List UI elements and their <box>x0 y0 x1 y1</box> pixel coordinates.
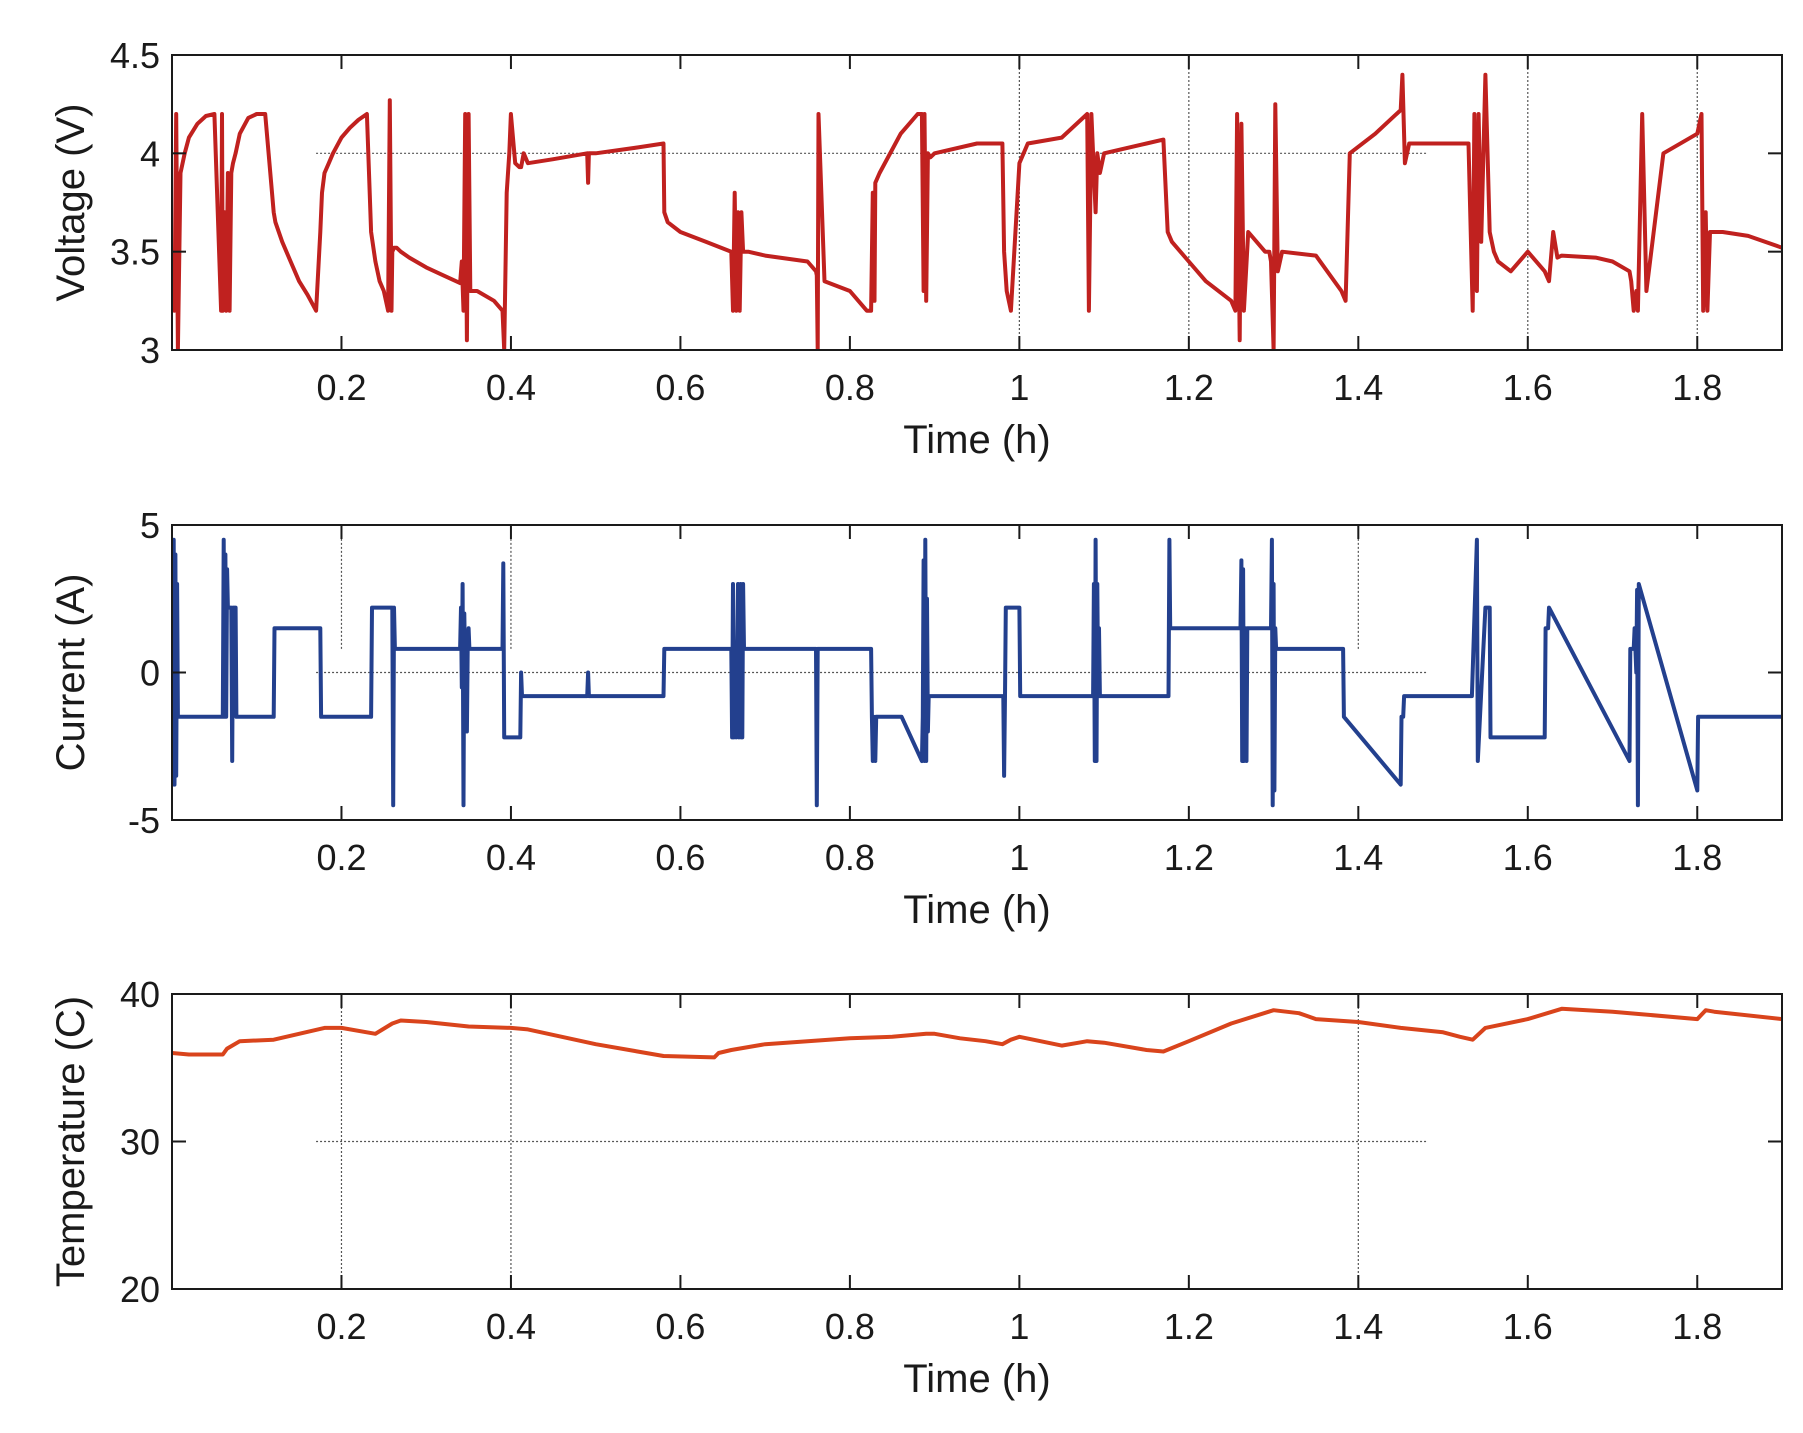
temperature-xtick-label: 0.8 <box>825 1306 875 1347</box>
voltage-ytick-label: 3.5 <box>110 232 160 273</box>
temperature-panel: 0.2 0.4 0.6 0.8 1 1.2 1.4 1.6 1.8 20 30 40 Time (h) T… <box>49 974 1783 1401</box>
voltage-panel: 0.2 0.4 0.6 0.8 1 1.2 1.4 1.6 1.8 3 3.5 4 4.5 Time (h… <box>49 35 1783 462</box>
temperature-xtick-label: 1.2 <box>1164 1306 1214 1347</box>
temperature-ytick-label: 20 <box>120 1269 160 1310</box>
temperature-xtick-label: 1 <box>1009 1306 1029 1347</box>
current-xlabel: Time (h) <box>903 888 1050 932</box>
temperature-xtick-label: 1.8 <box>1672 1306 1722 1347</box>
temperature-series-line <box>172 1006 1782 1060</box>
temperature-ytick-label: 40 <box>120 974 160 1015</box>
current-xtick-label: 1 <box>1009 837 1029 878</box>
voltage-xtick-label: 0.6 <box>655 367 705 408</box>
current-xtick-label: 0.2 <box>316 837 366 878</box>
current-xtick-label: 1.2 <box>1164 837 1214 878</box>
voltage-series-line <box>172 72 1782 350</box>
voltage-xtick-label: 1.8 <box>1672 367 1722 408</box>
current-series-line <box>172 537 1782 808</box>
temperature-xtick-label: 1.6 <box>1503 1306 1553 1347</box>
voltage-ylabel: Voltage (V) <box>49 104 93 302</box>
current-ytick-label: 0 <box>140 653 160 694</box>
voltage-xtick-label: 1.4 <box>1333 367 1383 408</box>
current-ylabel: Current (A) <box>49 574 93 772</box>
voltage-ytick-label: 4 <box>140 133 160 174</box>
temperature-xlabel: Time (h) <box>903 1357 1050 1401</box>
current-xtick-label: 1.8 <box>1672 837 1722 878</box>
current-xtick-label: 1.6 <box>1503 837 1553 878</box>
current-xtick-label: 0.8 <box>825 837 875 878</box>
voltage-xtick-label: 0.2 <box>316 367 366 408</box>
temperature-ylabel: Temperature (C) <box>49 996 93 1287</box>
voltage-ytick-label: 4.5 <box>110 35 160 76</box>
temperature-xtick-label: 0.2 <box>316 1306 366 1347</box>
voltage-xtick-label: 1.2 <box>1164 367 1214 408</box>
voltage-xtick-label: 1.6 <box>1503 367 1553 408</box>
temperature-xtick-label: 1.4 <box>1333 1306 1383 1347</box>
current-xtick-label: 0.6 <box>655 837 705 878</box>
voltage-ytick-label: 3 <box>140 330 160 371</box>
voltage-xtick-label: 1 <box>1009 367 1029 408</box>
voltage-xlabel: Time (h) <box>903 418 1050 462</box>
current-ytick-label: 5 <box>140 505 160 546</box>
current-xtick-label: 0.4 <box>486 837 536 878</box>
temperature-xtick-label: 0.6 <box>655 1306 705 1347</box>
current-xtick-label: 1.4 <box>1333 837 1383 878</box>
temperature-ytick-label: 30 <box>120 1122 160 1163</box>
temperature-xtick-label: 0.4 <box>486 1306 536 1347</box>
current-panel: 0.2 0.4 0.6 0.8 1 1.2 1.4 1.6 1.8 -5 0 5 Time (h) Cur… <box>49 505 1783 932</box>
voltage-axes-frame <box>171 54 1783 351</box>
voltage-xtick-label: 0.4 <box>486 367 536 408</box>
current-ytick-label: -5 <box>128 800 160 841</box>
voltage-xtick-label: 0.8 <box>825 367 875 408</box>
